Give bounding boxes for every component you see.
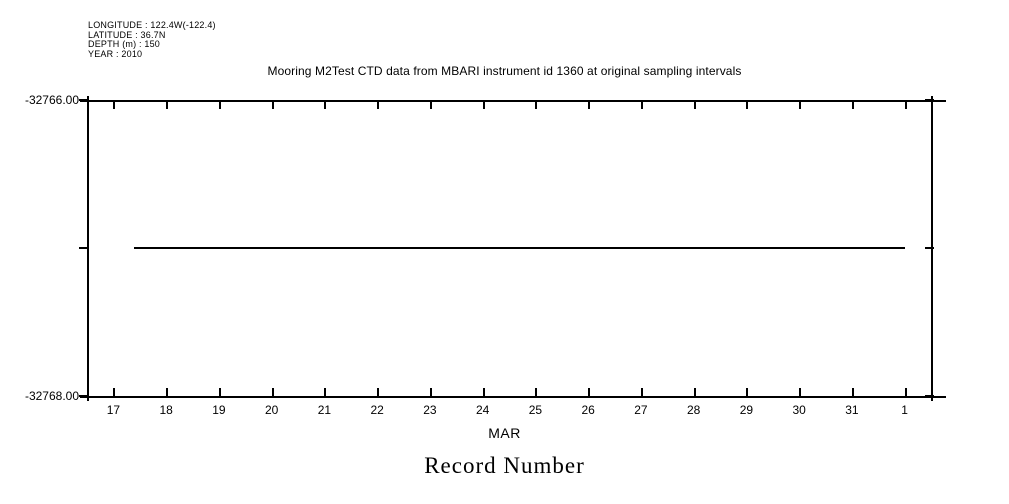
x-tick-label: 18 xyxy=(159,403,173,417)
x-tick-bottom xyxy=(851,388,854,397)
x-tick-top xyxy=(640,100,643,109)
x-tick-top xyxy=(904,100,907,109)
y-tick-label: -32766.00 xyxy=(24,93,79,107)
chart-title: Mooring M2Test CTD data from MBARI instr… xyxy=(267,64,742,78)
x-tick-label: 23 xyxy=(423,403,437,417)
x-tick-bottom xyxy=(166,388,169,397)
x-tick-bottom xyxy=(746,388,749,397)
x-tick-top xyxy=(429,100,432,109)
x-tick-top xyxy=(693,100,696,109)
x-tick-top xyxy=(218,100,221,109)
y-tick-right xyxy=(925,395,934,397)
y-tick-right xyxy=(925,247,934,249)
x-tick-bottom xyxy=(218,388,221,397)
x-tick-top xyxy=(535,100,538,109)
metadata-latitude: LATITUDE : 36.7N xyxy=(88,29,166,40)
plot-area: 17 18 19 20 21 22 23 24 25 26 27 28 29 30 31 1 -32766.0… xyxy=(25,93,946,417)
x-tick-top xyxy=(271,100,274,109)
x-tick-bottom xyxy=(324,388,327,397)
y-tick-left xyxy=(79,247,88,249)
metadata-block: LONGITUDE : 122.4W(-122.4) LATITUDE : 36… xyxy=(88,20,216,59)
x-tick-label: 17 xyxy=(106,403,121,417)
x-tick-bottom xyxy=(588,388,591,397)
axis-top xyxy=(80,100,946,102)
x-tick-label: 31 xyxy=(845,403,859,417)
x-tick-label: 27 xyxy=(634,403,648,417)
x-tick-top xyxy=(324,100,327,109)
series-line xyxy=(134,247,905,249)
x-tick-label: 21 xyxy=(317,403,332,417)
x-tick-top xyxy=(113,100,116,109)
x-tick-label: 25 xyxy=(528,403,543,417)
x-tick-bottom xyxy=(693,388,696,397)
x-tick-bottom xyxy=(113,388,116,397)
y-tick-left xyxy=(79,395,88,397)
x-tick-top xyxy=(799,100,802,109)
x-tick-bottom xyxy=(429,388,432,397)
y-tick-right xyxy=(925,99,934,101)
y-tick-left xyxy=(79,99,88,101)
x-tick-top xyxy=(482,100,485,109)
x-tick-label: 29 xyxy=(739,403,754,417)
x-tick-top xyxy=(588,100,591,109)
metadata-depth: DEPTH (m) : 150 xyxy=(88,39,161,50)
x-tick-bottom xyxy=(482,388,485,397)
axis-bottom xyxy=(80,396,946,398)
x-tick-label: 20 xyxy=(264,403,279,417)
x-tick-label: 1 xyxy=(901,403,908,417)
y-tick-label: -32768.00 xyxy=(24,389,79,403)
x-tick-top xyxy=(377,100,380,109)
x-tick-top xyxy=(851,100,854,109)
x-tick-label: 22 xyxy=(370,403,384,417)
x-tick-label: 26 xyxy=(581,403,595,417)
axis-left xyxy=(87,96,89,401)
x-tick-bottom xyxy=(535,388,538,397)
x-tick-label: 24 xyxy=(475,403,490,417)
x-tick-top xyxy=(166,100,169,109)
x-tick-label: 19 xyxy=(212,403,226,417)
x-tick-label: 28 xyxy=(686,403,701,417)
metadata-year: YEAR : 2010 xyxy=(88,48,143,59)
x-tick-label: 30 xyxy=(792,403,806,417)
x-tick-top xyxy=(746,100,749,109)
x-tick-bottom xyxy=(799,388,802,397)
x-tick-bottom xyxy=(271,388,274,397)
metadata-longitude: LONGITUDE : 122.4W(-122.4) xyxy=(88,20,216,30)
x-axis-title: Record Number xyxy=(424,453,585,478)
x-axis-month-label: MAR xyxy=(488,425,521,441)
x-tick-bottom xyxy=(904,388,907,397)
x-tick-bottom xyxy=(640,388,643,397)
x-tick-bottom xyxy=(377,388,380,397)
